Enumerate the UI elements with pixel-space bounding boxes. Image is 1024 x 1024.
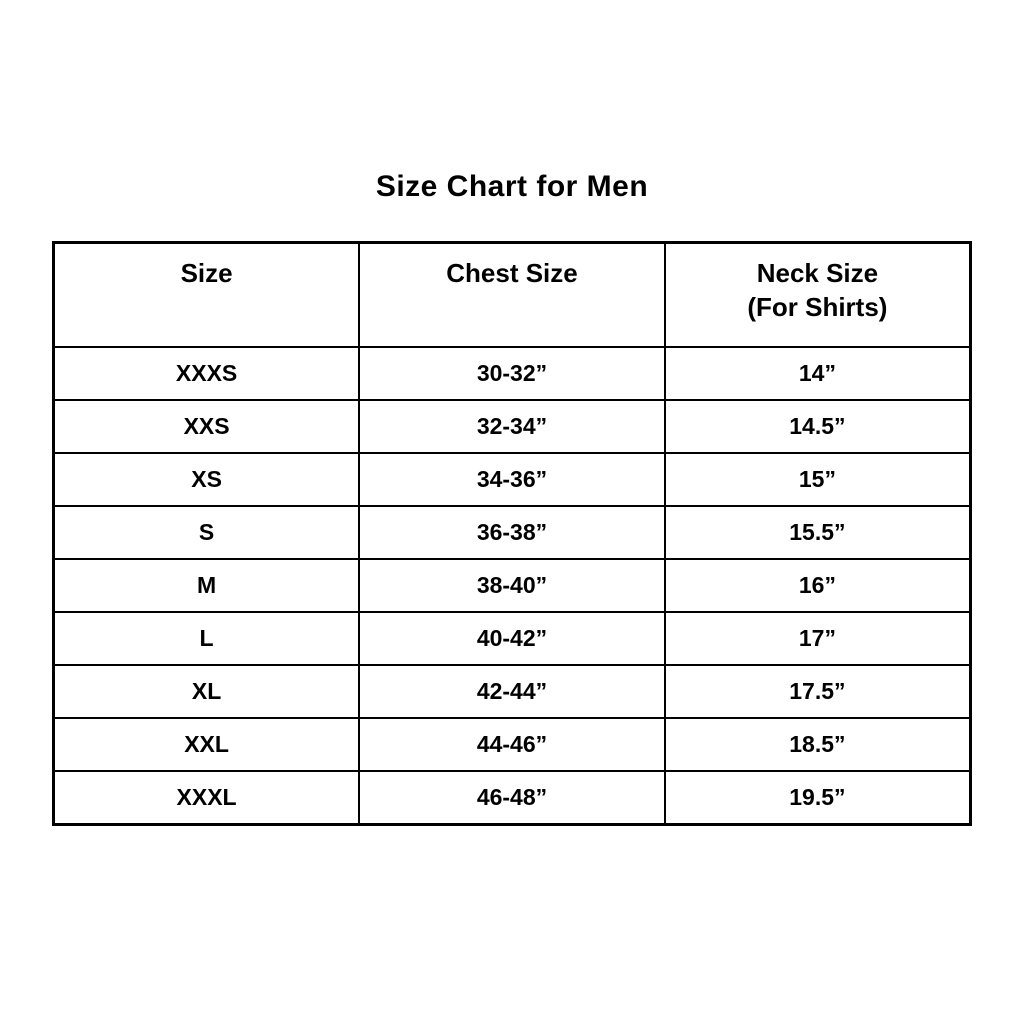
column-header-neck-size: Neck Size (For Shirts) [663,241,972,348]
neck-size-cell: 18.5” [663,717,972,772]
table-header: Size Chest Size Neck Size (For Shirts) [52,241,972,348]
size-cell: XXXL [52,770,361,826]
neck-size-header-line2: (For Shirts) [747,291,888,322]
chest-size-cell: 40-42” [358,611,666,666]
size-cell: L [52,611,361,666]
table-header-row: Size Chest Size Neck Size (For Shirts) [52,241,972,348]
chest-size-cell: 30-32” [358,346,666,401]
table-row-xxl: XXL 44-46” 18.5” [52,717,972,772]
table-row-s: S 36-38” 15.5” [52,505,972,560]
column-header-chest-size: Chest Size [358,241,666,348]
table-row-xxxl: XXXL 46-48” 19.5” [52,770,972,826]
table-row-xl: XL 42-44” 17.5” [52,664,972,719]
size-chart-table: Size Chest Size Neck Size (For Shirts) X… [52,241,972,826]
chest-size-cell: 46-48” [358,770,666,826]
neck-size-cell: 16” [663,558,972,613]
neck-size-cell: 15.5” [663,505,972,560]
size-cell: XXXS [52,346,361,401]
size-cell: XXS [52,399,361,454]
table-row-m: M 38-40” 16” [52,558,972,613]
neck-size-cell: 14.5” [663,399,972,454]
neck-size-cell: 19.5” [663,770,972,826]
neck-size-header-line1: Neck Size [756,258,879,288]
table-row-xxs: XXS 32-34” 14.5” [52,399,972,454]
chest-size-cell: 42-44” [358,664,666,719]
table-row-xs: XS 34-36” 15” [52,452,972,507]
table-row-l: L 40-42” 17” [52,611,972,666]
column-header-size: Size [52,241,361,348]
size-cell: XL [52,664,361,719]
neck-size-cell: 15” [663,452,972,507]
size-cell: M [52,558,361,613]
size-cell: XXL [52,717,361,772]
size-cell: XS [52,452,361,507]
chest-size-cell: 32-34” [358,399,666,454]
table-body: XXXS 30-32” 14” XXS 32-34” 14.5” XS 34-3… [52,346,972,826]
chest-size-cell: 36-38” [358,505,666,560]
chest-size-cell: 34-36” [358,452,666,507]
page-title: Size Chart for Men [375,170,649,203]
chest-size-cell: 44-46” [358,717,666,772]
table-row-xxxs: XXXS 30-32” 14” [52,346,972,401]
neck-size-cell: 17” [663,611,972,666]
neck-size-cell: 14” [663,346,972,401]
neck-size-cell: 17.5” [663,664,972,719]
size-cell: S [52,505,361,560]
chest-size-cell: 38-40” [358,558,666,613]
